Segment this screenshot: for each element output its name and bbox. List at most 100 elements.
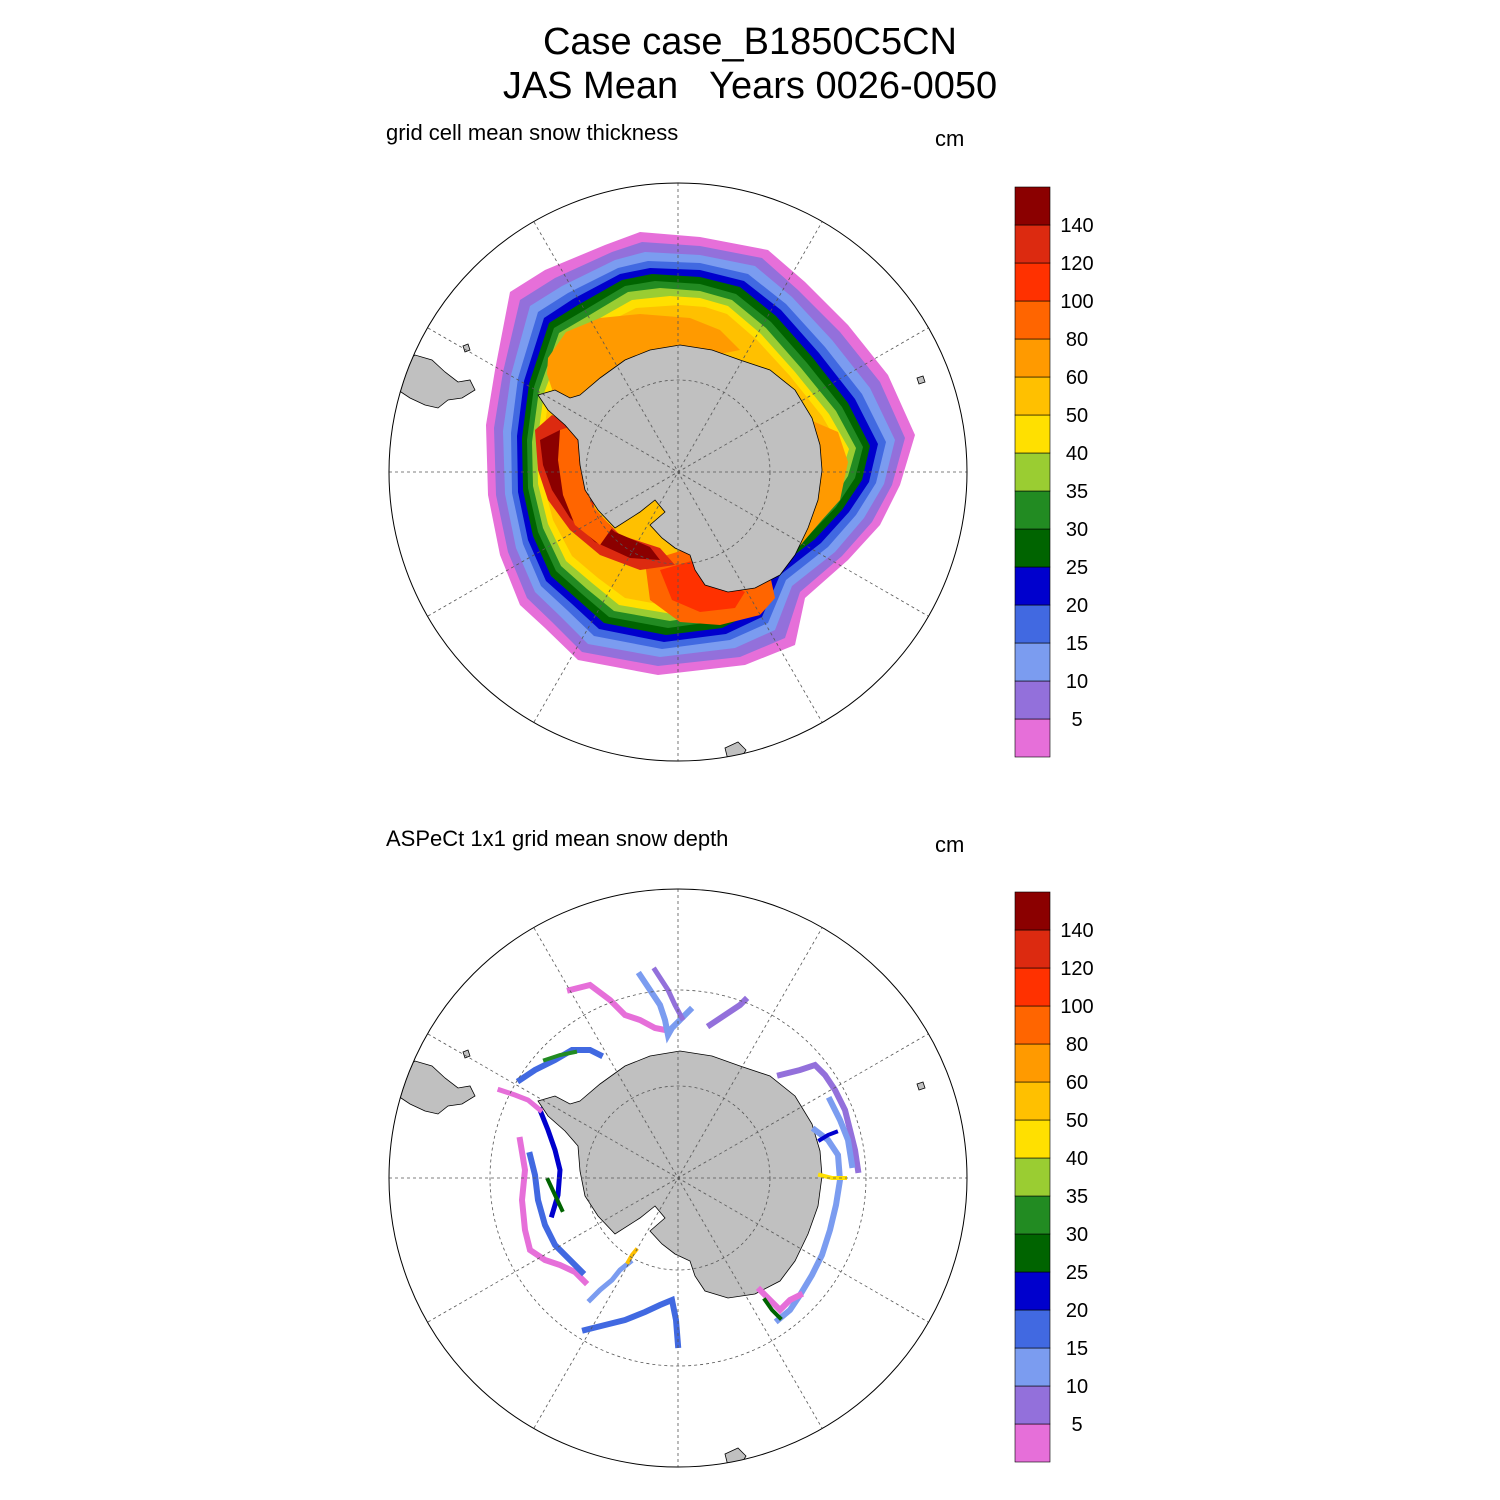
colorbar-box <box>1014 1385 1051 1425</box>
colorbar-label: 25 <box>1066 1262 1088 1284</box>
track-4 <box>705 995 750 1030</box>
bottom-map <box>388 888 968 1468</box>
colorbar-label: 15 <box>1066 1338 1088 1360</box>
colorbar-label: 120 <box>1060 958 1093 980</box>
top-panel-units: cm <box>935 126 965 151</box>
colorbar-box <box>1014 1043 1051 1083</box>
colorbar-box <box>1014 891 1051 931</box>
colorbar-label: 15 <box>1066 633 1088 655</box>
colorbar-box <box>1014 929 1051 969</box>
antarctica-top <box>537 344 823 593</box>
track-20 <box>817 1129 839 1143</box>
colorbar-label: 140 <box>1060 215 1093 237</box>
colorbar-label: 20 <box>1066 1300 1088 1322</box>
colorbar-box <box>1014 1423 1051 1463</box>
track-8 <box>755 1285 805 1315</box>
colorbar-label: 60 <box>1066 367 1088 389</box>
track-3 <box>651 966 686 1022</box>
colorbar-label: 35 <box>1066 481 1088 503</box>
colorbar-label: 5 <box>1071 1414 1082 1436</box>
colorbar-box <box>1014 1309 1051 1349</box>
colorbar-box <box>1014 604 1051 644</box>
colorbar-label: 10 <box>1066 671 1088 693</box>
colorbar-label: 100 <box>1060 291 1093 313</box>
colorbar-label: 10 <box>1066 1376 1088 1398</box>
colorbar-box <box>1014 300 1051 340</box>
colorbar-box <box>1014 528 1051 568</box>
island-top-1 <box>462 343 471 353</box>
track-12 <box>526 1151 587 1277</box>
colorbar-box <box>1014 1081 1051 1121</box>
bottom-colorbar: 5 10 15 20 25 30 35 40 50 60 80 100 120 140 <box>1014 891 1094 1463</box>
track-15 <box>496 1086 544 1114</box>
figure-title-line1: Case case_B1850C5CN <box>542 21 957 63</box>
colorbar-label: 25 <box>1066 557 1088 579</box>
antarctica-bottom <box>537 1050 823 1299</box>
colorbar-box <box>1014 1157 1051 1197</box>
colorbar-label: 30 <box>1066 519 1088 541</box>
track-21 <box>762 1297 783 1321</box>
island-top-3 <box>724 741 747 761</box>
colorbar-box <box>1014 262 1051 302</box>
bottom-panel-units: cm <box>935 832 965 857</box>
ship-tracks <box>496 966 862 1349</box>
colorbar-label: 40 <box>1066 443 1088 465</box>
snow-band-red-south <box>660 560 745 612</box>
colorbar-box <box>1014 1119 1051 1159</box>
colorbar-box <box>1014 718 1051 758</box>
colorbar-label: 20 <box>1066 595 1088 617</box>
bottom-map-border <box>388 888 968 1468</box>
colorbar-box <box>1014 1005 1051 1045</box>
colorbar-box <box>1014 224 1051 264</box>
top-gridlines <box>389 183 967 761</box>
island-bottom-3 <box>724 1447 747 1467</box>
track-11 <box>516 1136 590 1287</box>
colorbar-box <box>1014 490 1051 530</box>
colorbar-label: 5 <box>1071 709 1082 731</box>
track-6 <box>825 1095 856 1169</box>
colorbar-box <box>1014 186 1051 226</box>
colorbar-label: 50 <box>1066 405 1088 427</box>
track-9 <box>581 1295 682 1349</box>
top-map-border <box>388 182 968 762</box>
colorbar-label: 40 <box>1066 1148 1088 1170</box>
track-10 <box>586 1258 634 1304</box>
colorbar-box <box>1014 414 1051 454</box>
colorbar-box <box>1014 1347 1051 1387</box>
colorbar-box <box>1014 1195 1051 1235</box>
colorbar-box <box>1014 376 1051 416</box>
colorbar-box <box>1014 967 1051 1007</box>
figure-title-line2: JAS Mean Years 0026-0050 <box>502 65 998 107</box>
top-panel-left-title: grid cell mean snow thickness <box>386 120 679 145</box>
track-2 <box>635 970 695 1044</box>
colorbar-label: 140 <box>1060 920 1093 942</box>
track-5 <box>776 1061 862 1174</box>
track-19 <box>625 1247 639 1265</box>
island-bottom-1 <box>462 1049 471 1059</box>
island-top-2 <box>916 375 926 385</box>
colorbar-box <box>1014 566 1051 606</box>
top-colorbar: 5 10 15 20 25 30 35 40 50 60 80 100 120 140 <box>1014 186 1094 758</box>
bottom-gridlines <box>389 889 967 1467</box>
colorbar-label: 60 <box>1066 1072 1088 1094</box>
colorbar-label: 80 <box>1066 329 1088 351</box>
colorbar-label: 50 <box>1066 1110 1088 1132</box>
top-map <box>388 182 968 762</box>
south-america-bottom <box>397 1060 476 1115</box>
track-16 <box>542 1049 578 1063</box>
colorbar-box <box>1014 642 1051 682</box>
island-bottom-2 <box>916 1081 926 1091</box>
colorbar-box <box>1014 1271 1051 1311</box>
colorbar-label: 120 <box>1060 253 1093 275</box>
colorbar-box <box>1014 680 1051 720</box>
colorbar-label: 30 <box>1066 1224 1088 1246</box>
track-1 <box>566 981 669 1034</box>
colorbar-label: 35 <box>1066 1186 1088 1208</box>
colorbar-label: 80 <box>1066 1034 1088 1056</box>
colorbar-box <box>1014 338 1051 378</box>
colorbar-label: 100 <box>1060 996 1093 1018</box>
track-17 <box>545 1177 565 1213</box>
colorbar-box <box>1014 1233 1051 1273</box>
colorbar-box <box>1014 452 1051 492</box>
